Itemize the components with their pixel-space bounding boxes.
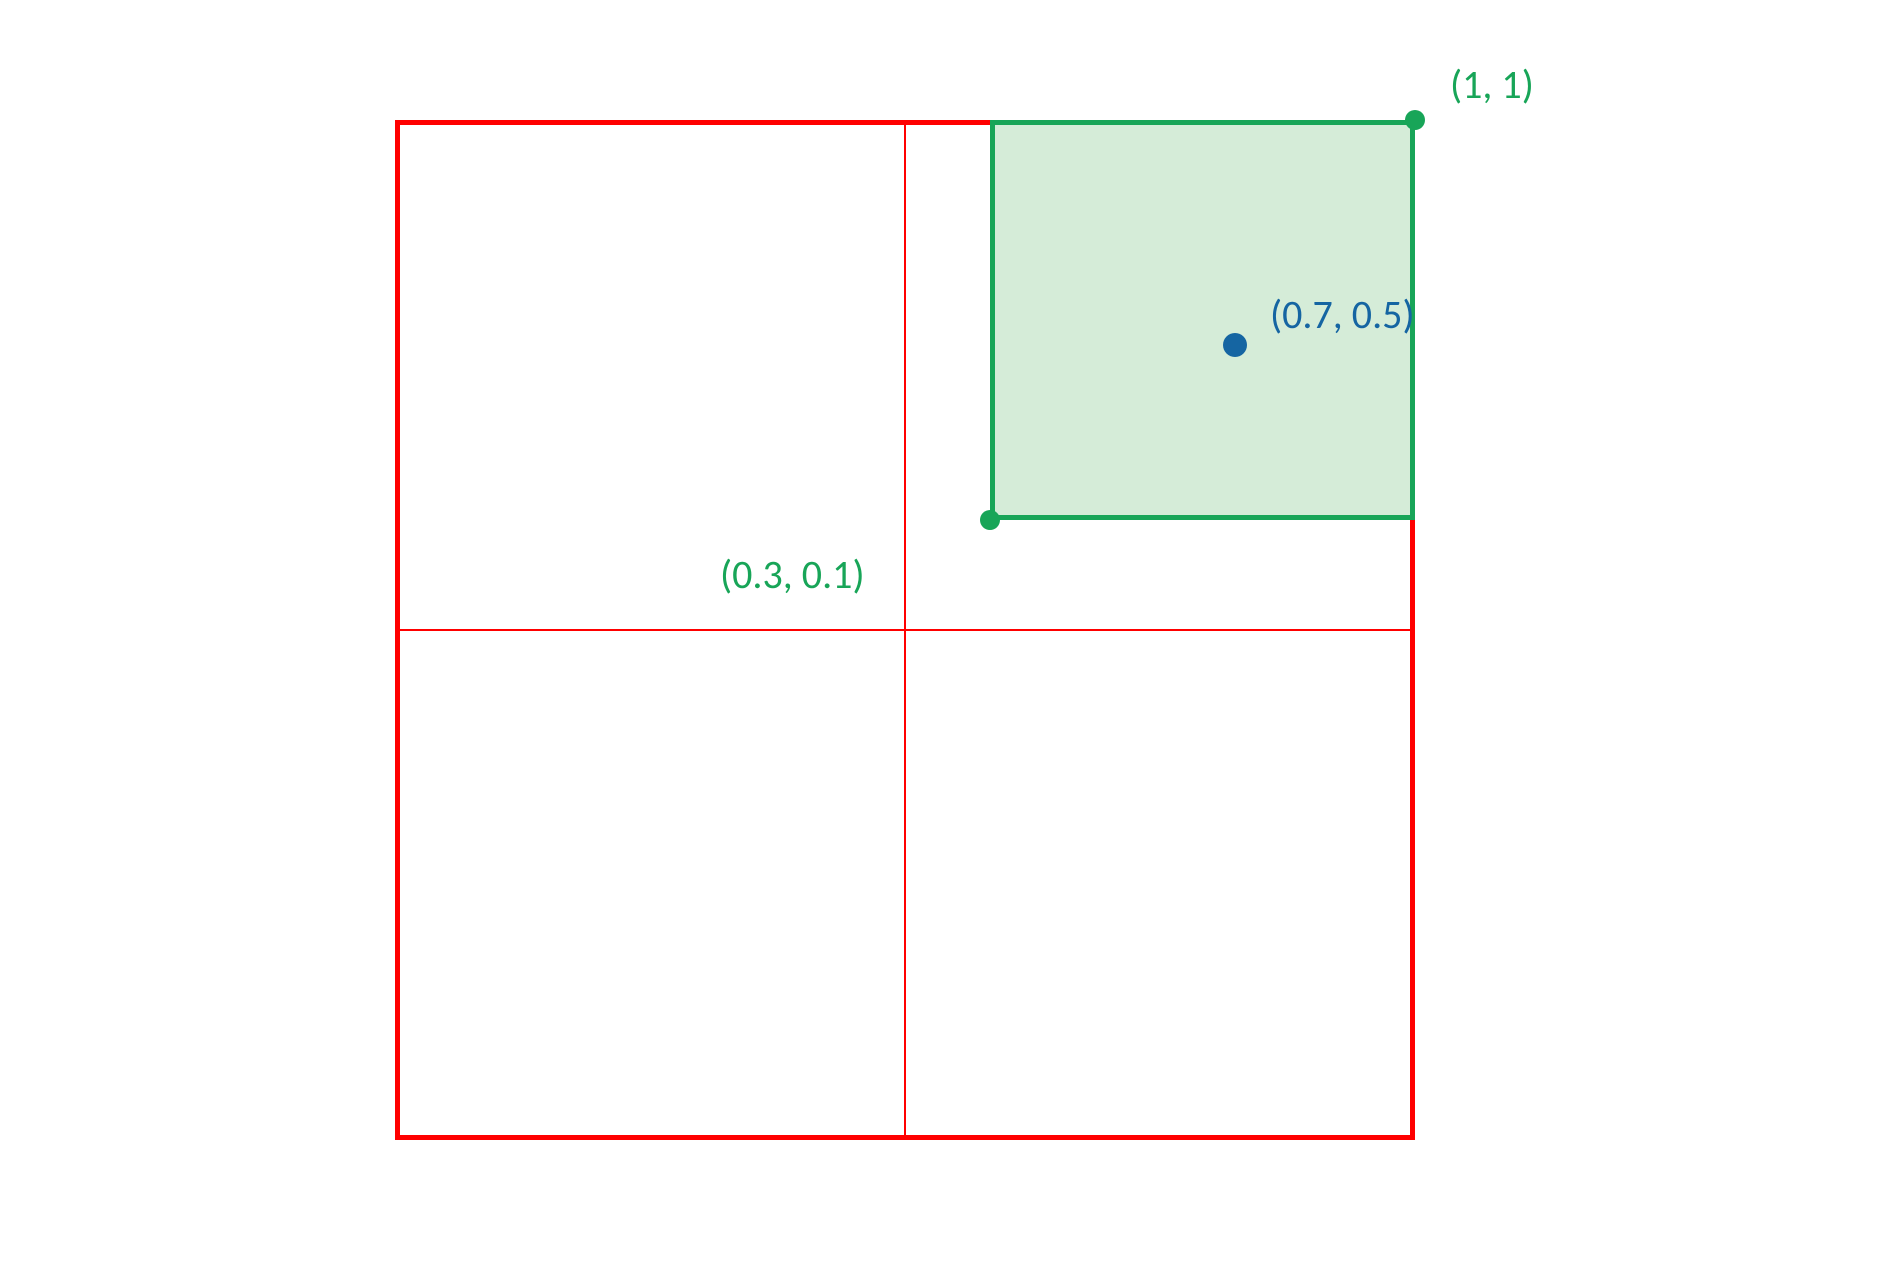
blue-dot <box>1223 333 1247 357</box>
label-blue-point: (0.7, 0.5) <box>1270 290 1415 339</box>
label-bottom-left: (0.3, 0.1) <box>720 550 865 599</box>
green-dot-bottom-left <box>980 510 1000 530</box>
label-top-right: (1, 1) <box>1450 60 1534 109</box>
cross-horizontal <box>400 629 1410 631</box>
diagram-stage: (1, 1) (0.7, 0.5) (0.3, 0.1) <box>0 0 1900 1267</box>
green-dot-top-right <box>1405 110 1425 130</box>
